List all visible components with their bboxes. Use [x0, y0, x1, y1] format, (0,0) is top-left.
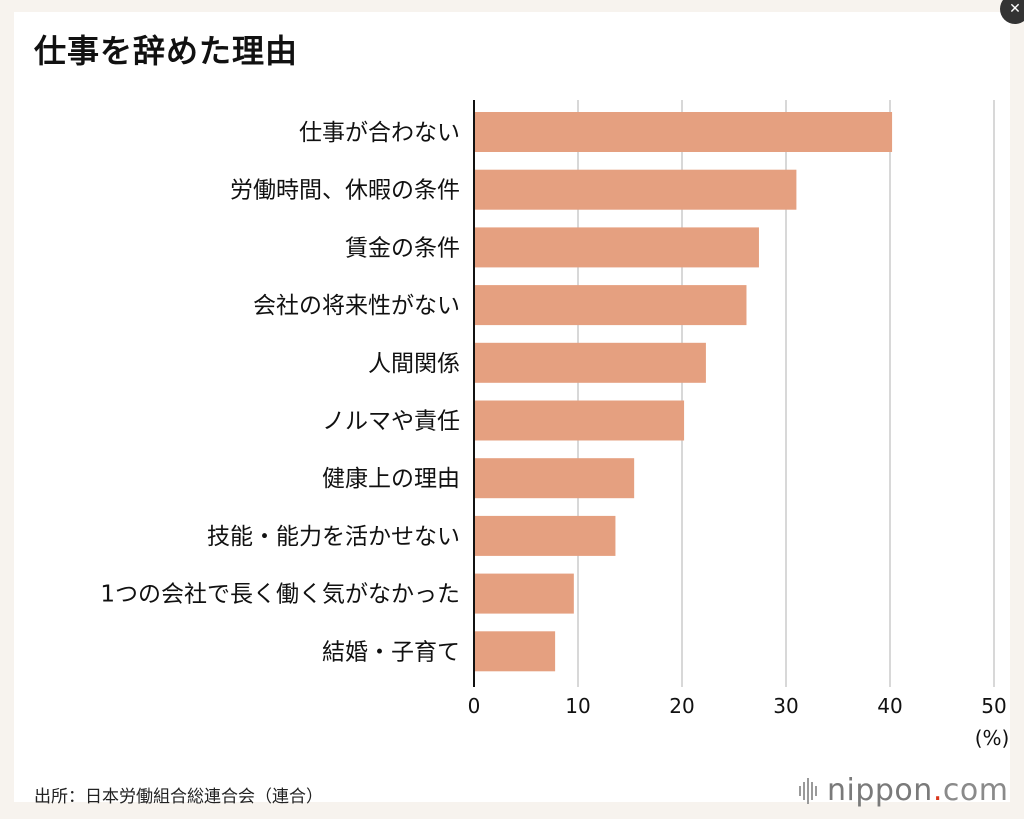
brand-dot: . — [932, 773, 943, 808]
category-label: 会社の将来性がない — [253, 293, 460, 319]
unit-label: (%) — [975, 726, 1010, 750]
chart-title: 仕事を辞めた理由 — [34, 32, 299, 70]
x-tick-label: 10 — [565, 694, 590, 718]
bar — [474, 169, 797, 210]
bar — [474, 227, 759, 268]
x-tick-label: 30 — [773, 694, 798, 718]
category-label: 技能・能力を活かせない — [207, 524, 460, 550]
x-tick-label: 40 — [877, 694, 902, 718]
brand-tld: com — [942, 773, 1009, 808]
category-label: 健康上の理由 — [322, 466, 460, 492]
x-tick-label: 50 — [981, 694, 1006, 718]
brand-name: nippon — [827, 773, 933, 808]
chart-card: 仕事を辞めた理由 仕事が合わない労働時間、休暇の条件賃金の条件会社の将来性がない… — [14, 12, 1010, 808]
close-icon[interactable]: ✕ — [1000, 0, 1024, 24]
bar — [474, 573, 574, 614]
nippon-logo: nippon. com — [799, 773, 1008, 808]
bar — [474, 342, 706, 383]
category-label: 結婚・子育て — [322, 639, 460, 665]
category-label: ノルマや責任 — [322, 409, 460, 435]
bar — [474, 515, 616, 556]
category-label: 1つの会社で長く働く気がなかった — [100, 582, 460, 608]
bar — [474, 631, 556, 672]
category-label: 仕事が合わない — [299, 120, 460, 146]
bar — [474, 458, 635, 499]
category-label: 賃金の条件 — [345, 235, 460, 261]
sound-wave-icon — [799, 777, 817, 804]
bar — [474, 400, 685, 441]
x-tick-label: 0 — [468, 694, 481, 718]
category-label: 労働時間、休暇の条件 — [230, 178, 460, 204]
bar — [474, 112, 893, 152]
bar — [474, 285, 747, 326]
bar-chart: 仕事が合わない労働時間、休暇の条件賃金の条件会社の将来性がない人間関係ノルマや責… — [100, 100, 1010, 750]
source-note: 出所：日本労働組合総連合会（連合） — [34, 787, 323, 807]
x-tick-label: 20 — [669, 694, 694, 718]
category-label: 人間関係 — [368, 351, 460, 377]
